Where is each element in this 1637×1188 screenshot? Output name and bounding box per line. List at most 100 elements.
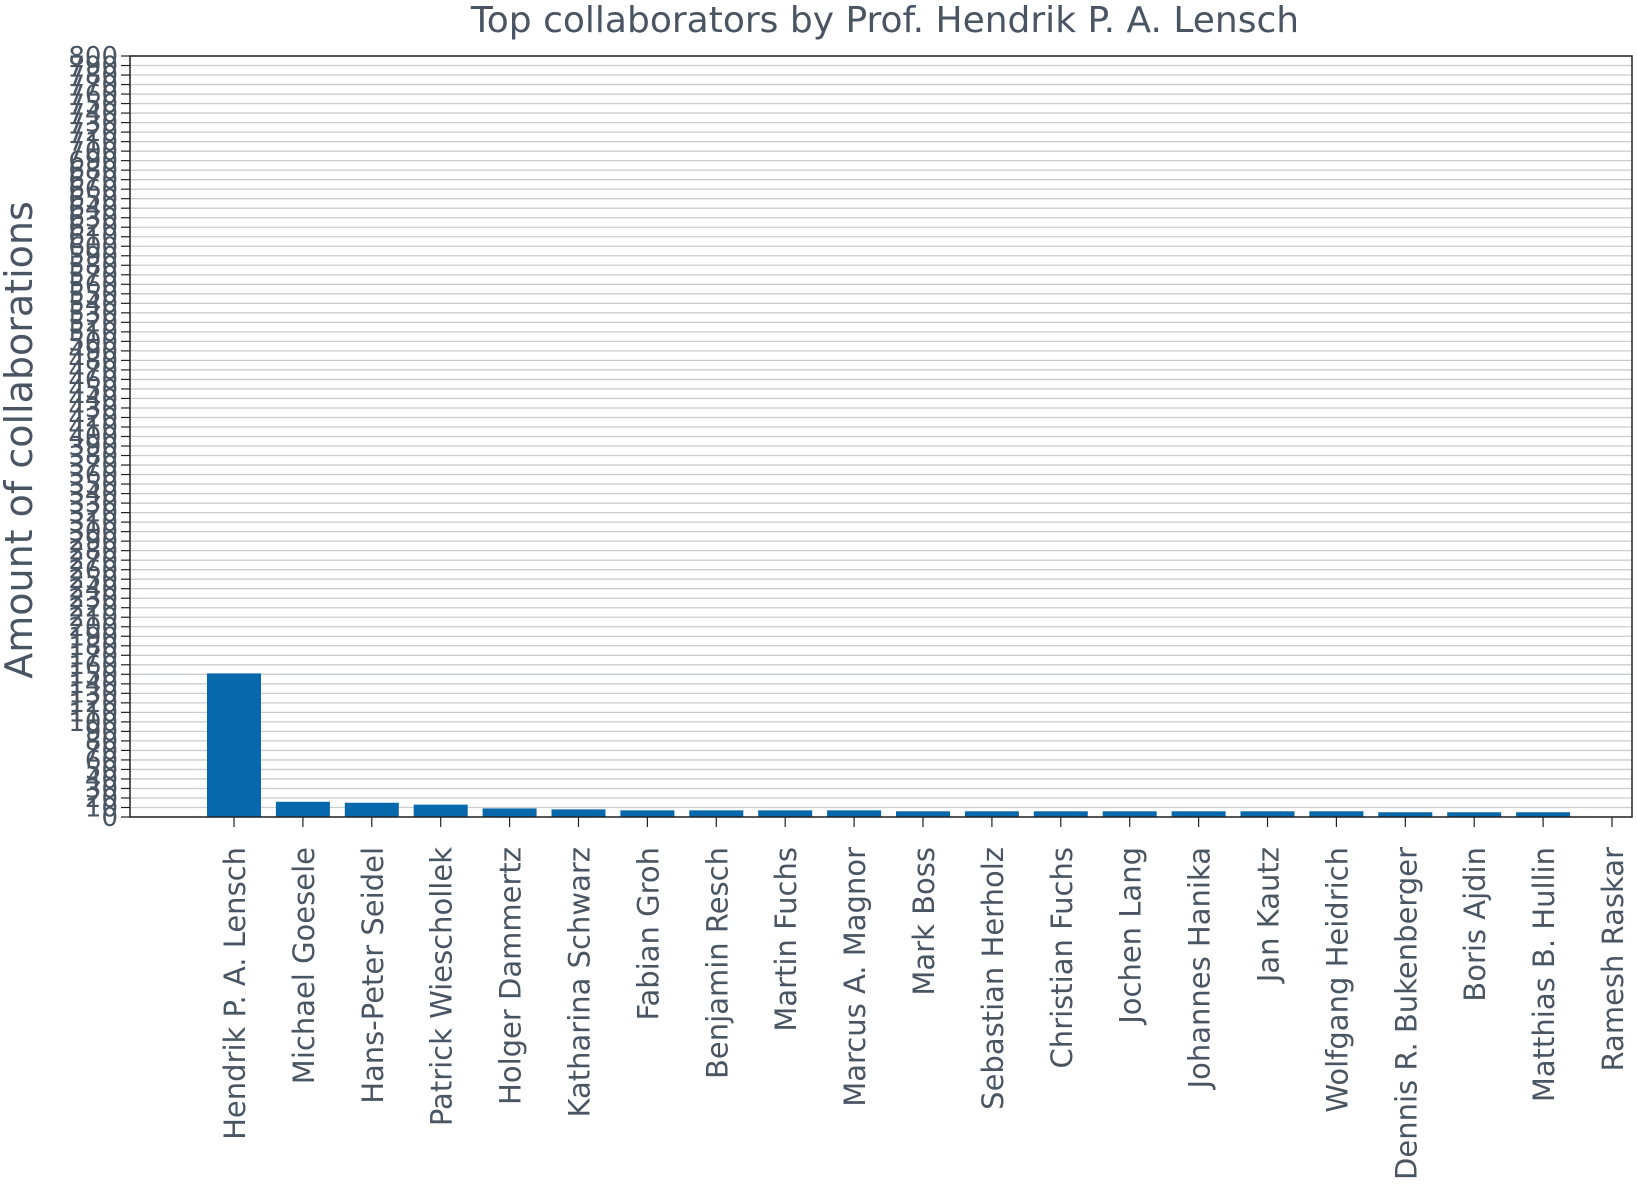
y-tick-label: 280 [68,537,118,567]
grid-lines [130,55,1632,818]
bar [689,810,744,817]
bar [1309,811,1364,817]
y-tick-label: 220 [68,594,118,624]
y-tick-label: 740 [68,99,118,129]
y-tick-label: 390 [68,432,118,462]
bar [758,810,813,817]
x-tick-label: Johannes Hanika [1183,847,1217,1090]
x-tick-label: Katharina Schwarz [563,847,597,1118]
y-tick-label: 10 [85,793,118,823]
y-tick-label: 780 [68,61,118,91]
bar [207,673,261,817]
x-tick-label: Martin Fuchs [769,847,803,1032]
y-tick-label: 310 [68,508,118,538]
x-tick-label: Jan Kautz [1252,847,1286,984]
y-tick-label: 200 [68,613,118,643]
y-tick-label: 40 [85,765,118,795]
y-tick-label: 770 [68,71,118,101]
y-tick-label: 490 [68,337,118,367]
y-tick-label: 640 [68,194,118,224]
y-tick-label: 570 [68,261,118,291]
x-tick-label: Dennis R. Bukenberger [1389,847,1423,1180]
y-tick-label: 620 [68,213,118,243]
bar [344,802,399,817]
bar [620,810,675,817]
bar [1447,812,1502,817]
y-tick-label: 800 [68,42,118,72]
y-tick-label: 300 [68,518,118,548]
y-tick-label: 160 [68,651,118,681]
y-tick-label: 510 [68,318,118,348]
y-tick-label: 250 [68,565,118,595]
x-tick-label: Sebastian Herholz [976,847,1010,1110]
y-tick-label: 580 [68,251,118,281]
y-tick-label: 450 [68,375,118,405]
y-tick-label: 730 [68,109,118,139]
y-tick-label: 240 [68,575,118,605]
y-tick-label: 590 [68,242,118,272]
y-tick-label: 190 [68,622,118,652]
x-tick-label: Ramesh Raskar [1596,847,1630,1072]
y-tick-label: 460 [68,365,118,395]
y-tick-label: 340 [68,480,118,510]
x-tick-label: Matthias B. Hullin [1527,847,1561,1102]
y-tick-label: 60 [85,746,118,776]
y-tick-label: 670 [68,166,118,196]
x-tick-label: Patrick Wieschollek [425,847,459,1126]
y-tick-label: 20 [85,784,118,814]
y-tick-label: 290 [68,527,118,557]
y-tick-label: 470 [68,356,118,386]
y-tick-label: 420 [68,403,118,433]
bar [413,804,468,817]
bar [1033,811,1088,817]
y-tick-label: 70 [85,736,118,766]
y-tick-label: 150 [68,660,118,690]
y-tick-label: 50 [85,755,118,785]
bars [207,673,1571,817]
y-tick-label: 410 [68,413,118,443]
y-tick-label: 100 [68,708,118,738]
y-tick-label: 550 [68,280,118,310]
bar [1240,811,1295,817]
y-tick-label: 680 [68,156,118,186]
x-tick-label: Benjamin Resch [700,847,734,1079]
x-tick-label: Hendrik P. A. Lensch [218,847,252,1140]
y-tick-label: 180 [68,632,118,662]
y-tick-label: 370 [68,451,118,481]
y-tick-label: 720 [68,118,118,148]
y-tick-label: 710 [68,128,118,158]
bar [827,810,882,817]
bar [1171,811,1226,817]
x-ticks: Hendrik P. A. Lensch Michael Goesele Hans-… [218,817,1630,1180]
x-tick-label: Holger Dammertz [494,847,528,1105]
y-tick-label: 750 [68,90,118,120]
y-tick-label: 500 [68,327,118,357]
y-tick-label: 530 [68,299,118,329]
bar [1378,812,1433,817]
y-tick-label: 320 [68,499,118,529]
y-tick-label: 230 [68,584,118,614]
y-tick-label: 330 [68,489,118,519]
y-tick-label: 260 [68,556,118,586]
x-tick-label: Boris Ajdin [1458,847,1492,1002]
bar [1516,812,1571,817]
x-tick-label: Michael Goesele [287,847,321,1084]
y-tick-label: 480 [68,346,118,376]
y-tick-label: 210 [68,603,118,633]
y-tick-label: 700 [68,137,118,167]
y-tick-label: 350 [68,470,118,500]
bar [964,811,1019,817]
bar [551,809,606,817]
y-tick-label: 80 [85,727,118,757]
y-tick-label: 650 [68,185,118,215]
x-tick-label: Jochen Lang [1114,847,1148,1026]
y-tick-label: 540 [68,289,118,319]
x-tick-label: Mark Boss [907,847,941,996]
bar [896,811,950,817]
y-tick-label: 600 [68,232,118,262]
y-tick-label: 270 [68,546,118,576]
x-tick-label: Fabian Groh [631,847,665,1021]
y-tick-label: 90 [85,717,118,747]
y-tick-label: 660 [68,175,118,205]
